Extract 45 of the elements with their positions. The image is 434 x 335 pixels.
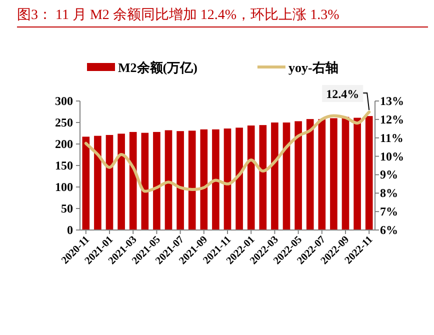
legend-label: M2余额(万亿) <box>118 60 198 75</box>
bar <box>129 132 137 230</box>
y-tick-label: 250 <box>55 116 73 130</box>
y-tick-label: 300 <box>55 94 73 108</box>
y2-tick-label: 8% <box>380 186 398 200</box>
bar <box>118 134 125 230</box>
bar <box>294 121 302 230</box>
bar <box>188 130 196 230</box>
bar <box>94 136 102 230</box>
bar <box>342 116 350 230</box>
bar <box>106 134 114 230</box>
bar <box>236 128 243 230</box>
annotation: 12.4% <box>326 87 360 102</box>
bar <box>282 122 290 230</box>
legend-label: yoy-右轴 <box>288 60 338 75</box>
y2-tick-label: 10% <box>380 149 404 164</box>
bar <box>153 132 160 230</box>
bar <box>82 136 90 230</box>
bar <box>354 118 361 230</box>
bar <box>259 125 267 230</box>
y2-tick-label: 11% <box>380 130 404 145</box>
callout: 12.4% <box>322 85 370 111</box>
y-tick-label: 50 <box>61 202 73 216</box>
y2-tick-label: 12% <box>380 112 404 126</box>
y2-tick-label: 9% <box>380 168 398 182</box>
y-tick-label: 0 <box>67 223 73 237</box>
y2-tick-label: 6% <box>380 223 398 237</box>
bar <box>141 132 149 230</box>
bar <box>318 119 326 230</box>
bar <box>271 122 278 230</box>
bar <box>200 129 208 230</box>
y2-tick-label: 7% <box>380 204 398 219</box>
bar <box>176 131 184 230</box>
y-tick-label: 200 <box>55 137 73 151</box>
bar <box>306 119 314 230</box>
bar <box>224 128 232 230</box>
chart-title: 图3： 11 月 M2 余额同比增加 12.4%，环比上涨 1.3% <box>17 7 340 23</box>
bar <box>212 129 220 230</box>
bar <box>247 126 255 230</box>
y2-tick-label: 13% <box>380 94 404 108</box>
bar <box>365 116 373 230</box>
bar <box>330 118 338 230</box>
y-tick-label: 150 <box>55 158 73 172</box>
y-tick-label: 100 <box>55 180 73 194</box>
bar <box>164 130 172 230</box>
